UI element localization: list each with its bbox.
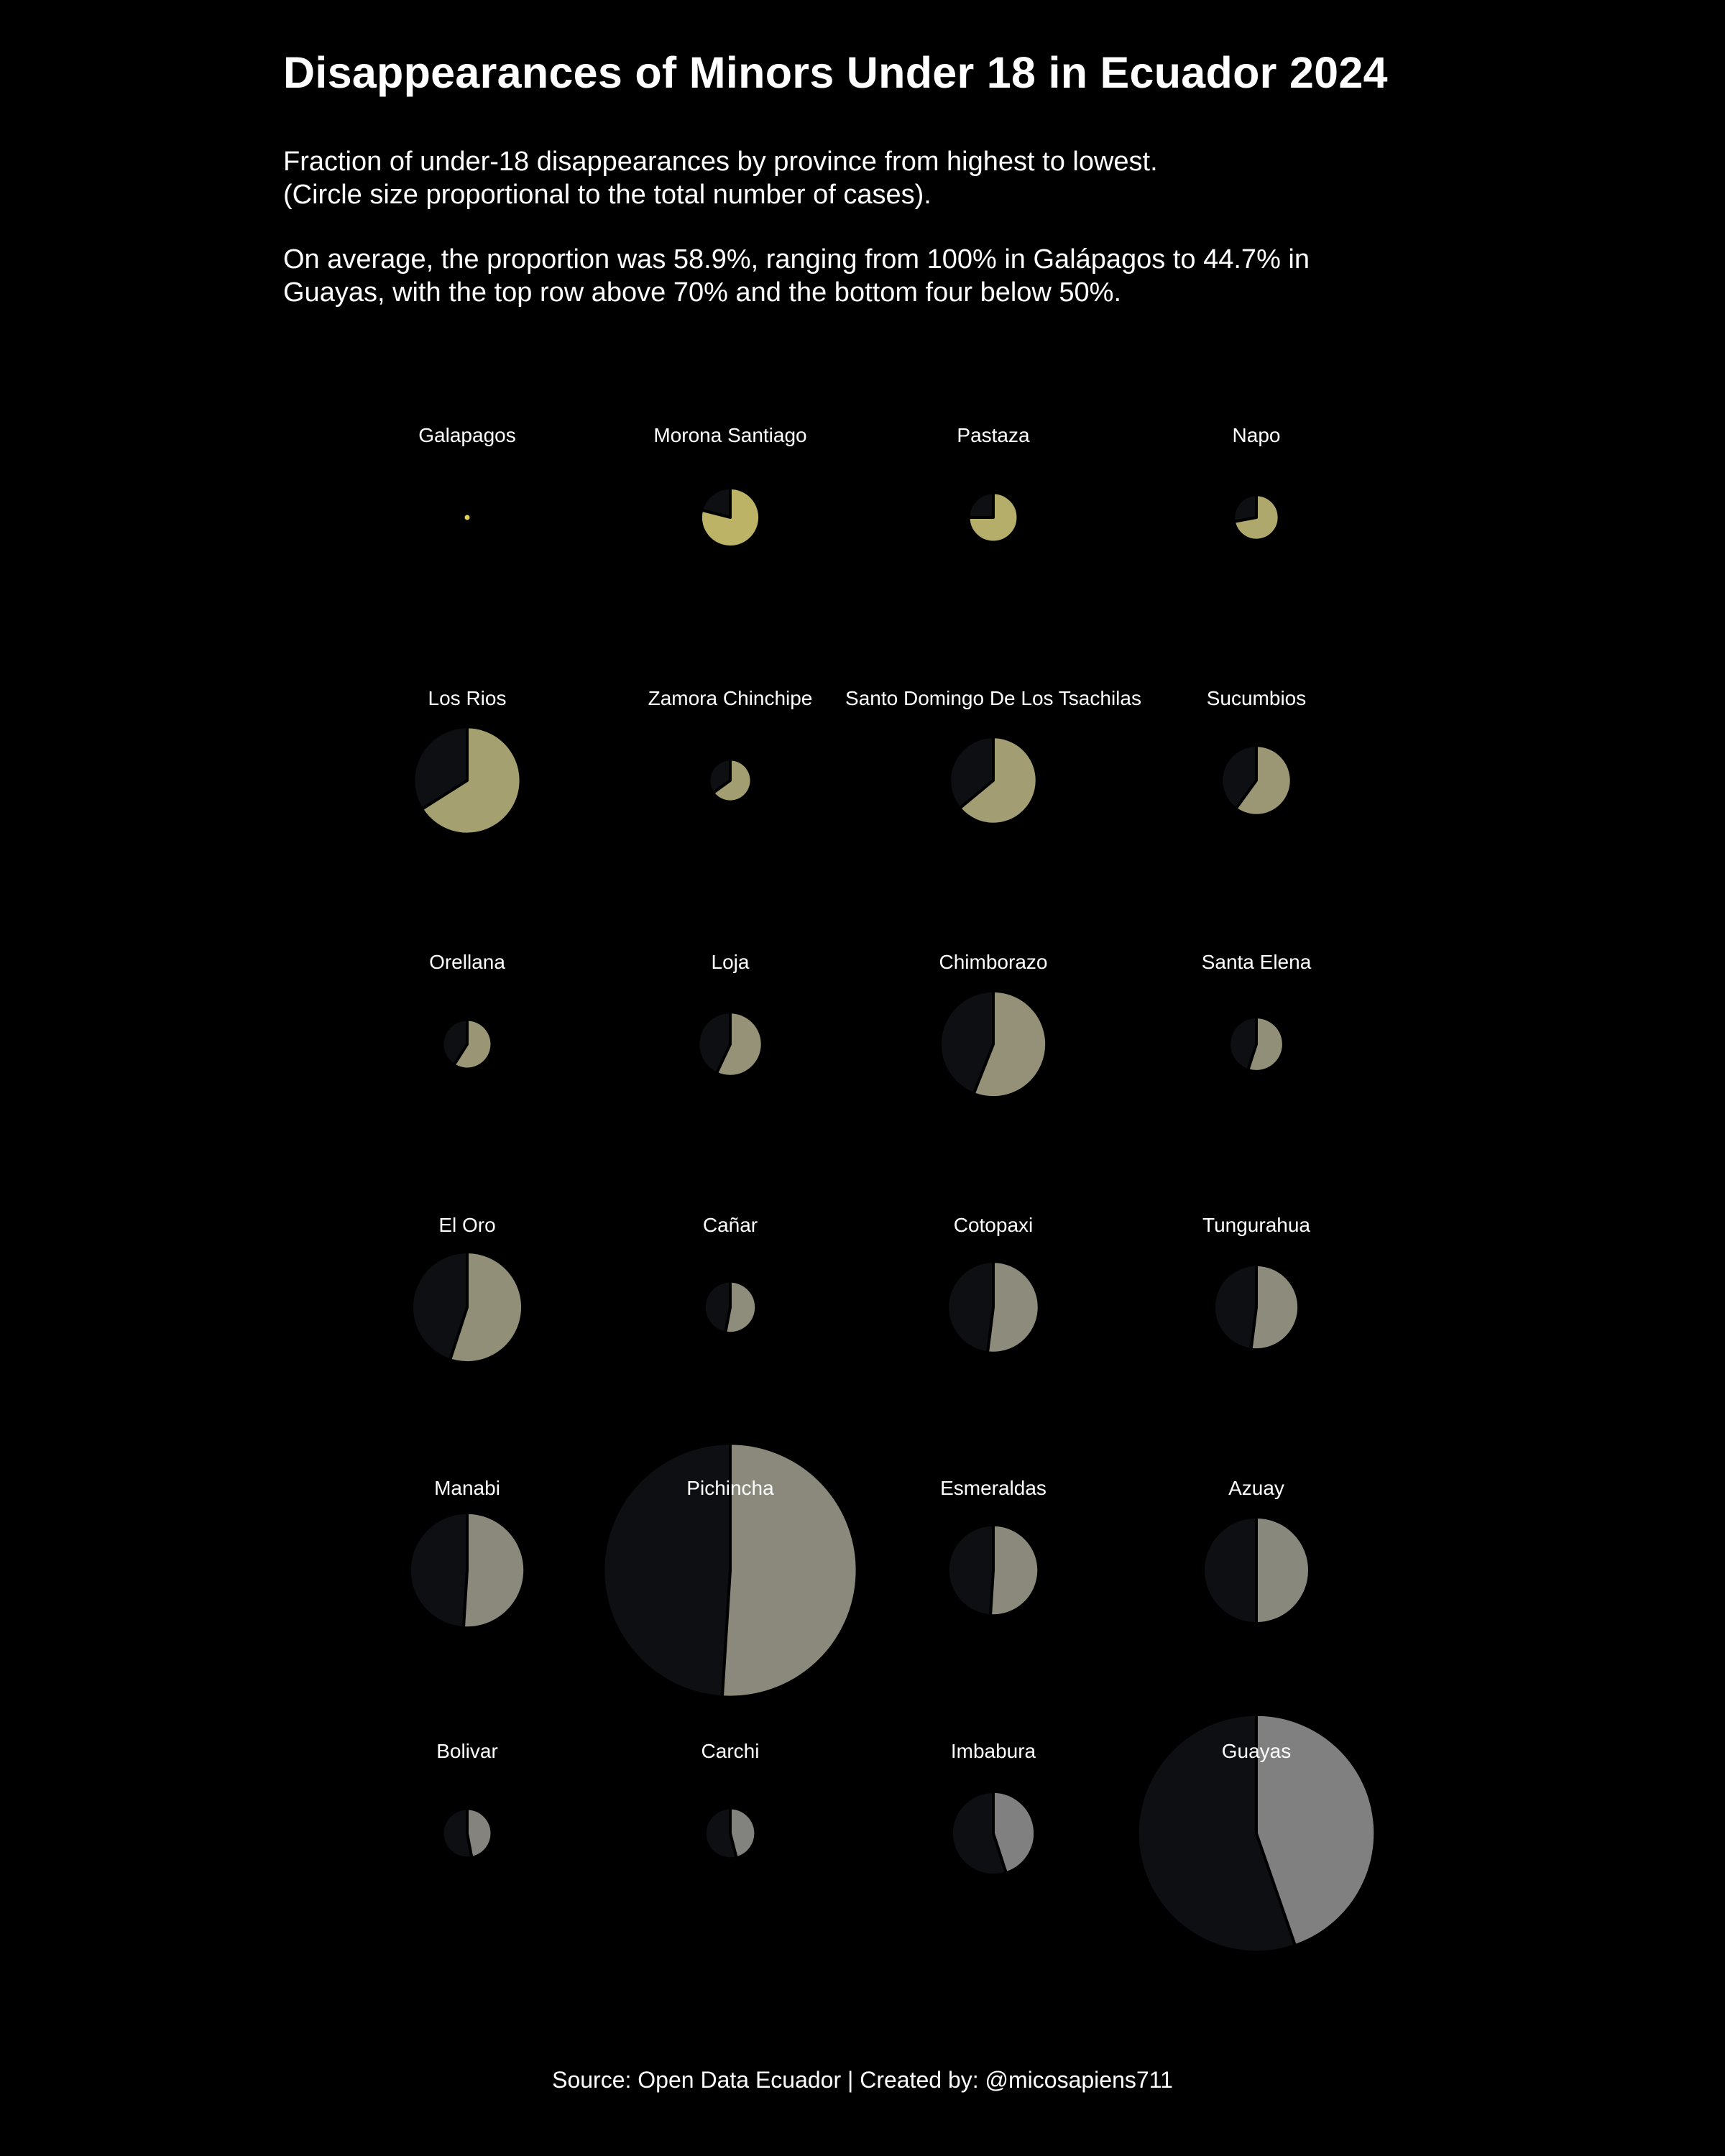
pie-slice-remainder <box>602 1442 732 1699</box>
pie-slice-minors <box>986 1260 1041 1355</box>
pie-slice-minors <box>452 1018 494 1071</box>
pie-los-rios <box>412 725 523 836</box>
pie-loja <box>696 1010 764 1078</box>
pie-slice-minors <box>989 1523 1041 1618</box>
pie-label-cotopaxi: Cotopaxi <box>954 1214 1034 1236</box>
pie-label-sucumbios: Sucumbios <box>1207 687 1307 709</box>
pie-label-pichincha: Pichincha <box>686 1477 774 1499</box>
pie-label-carchi: Carchi <box>702 1740 760 1762</box>
pie-label-esmeraldas: Esmeraldas <box>940 1477 1046 1499</box>
pie-slice-minors <box>972 989 1049 1100</box>
pie-guayas <box>1136 1713 1377 1954</box>
pie-slice-remainder <box>946 1260 995 1355</box>
pie-slice-minors <box>1249 1263 1301 1352</box>
pie-slice-remainder <box>700 486 732 519</box>
pie-slice-remainder <box>948 735 995 810</box>
pie-slice-remainder <box>938 989 995 1095</box>
pie-orellana <box>441 1018 494 1071</box>
pie-slice-minors <box>729 1806 758 1860</box>
pie-slice-minors <box>958 735 1039 826</box>
pie-slice-remainder <box>441 1807 474 1860</box>
pie-slice-minors <box>967 491 1020 544</box>
pie-pichincha <box>602 1442 859 1699</box>
pie-slice-remainder <box>1202 1515 1258 1626</box>
pie-slice-minors <box>461 1511 527 1630</box>
pie-slice-minors <box>420 725 523 836</box>
pie-esmeraldas <box>946 1523 1041 1618</box>
pie-label-chimborazo: Chimborazo <box>939 951 1048 973</box>
pie-morona-santiago <box>699 486 762 549</box>
pie-chimborazo <box>938 989 1049 1100</box>
pie-el-oro <box>410 1250 525 1365</box>
pie-slice-minors <box>992 1789 1037 1875</box>
pie-label-azuay: Azuay <box>1228 1477 1284 1499</box>
chart-subtitle-line-2: (Circle size proportional to the total n… <box>283 180 932 210</box>
label-layer: Galapagos Morona Santiago Pastaza Napo Los R… <box>418 424 1311 1762</box>
pie-tungurahua <box>1212 1263 1301 1352</box>
chart-subtitle-line-1: Fraction of under-18 disappearances by p… <box>283 147 1158 177</box>
pie-label-santa-elena: Santa Elena <box>1202 951 1312 973</box>
pie-slice-remainder <box>1212 1263 1258 1351</box>
pie-slice-minors <box>464 515 470 520</box>
pie-slice-minors <box>714 1010 764 1078</box>
pie-label-bolivar: Bolivar <box>436 1740 498 1762</box>
pie-slice-remainder <box>408 1511 469 1630</box>
pie-label-canar: Cañar <box>703 1214 758 1236</box>
pie-azuay <box>1202 1515 1311 1626</box>
pie-galapagos <box>464 515 470 520</box>
pie-slice-remainder <box>1228 1015 1258 1072</box>
pie-label-galapagos: Galapagos <box>418 424 515 446</box>
pie-zamora-chinchipe <box>707 757 753 803</box>
pie-slice-remainder <box>707 757 732 795</box>
pie-layer <box>408 486 1377 1954</box>
pie-label-santo-domingo-de-los-tsachilas: Santo Domingo De Los Tsachilas <box>845 687 1141 709</box>
pie-slice-minors <box>448 1250 525 1365</box>
pie-slice-remainder <box>946 1523 995 1618</box>
pie-label-imbabura: Imbabura <box>951 1740 1036 1762</box>
pie-slice-minors <box>1234 744 1293 817</box>
pie-canar <box>702 1279 758 1335</box>
pie-slice-remainder <box>967 491 995 519</box>
pie-label-loja: Loja <box>712 951 750 973</box>
pie-slice-minors <box>1255 1713 1377 1948</box>
pie-santa-elena <box>1228 1015 1285 1073</box>
pie-slice-minors <box>1255 1515 1311 1626</box>
pie-slice-minors <box>720 1442 859 1699</box>
pie-santo-domingo-de-los-tsachilas <box>948 735 1039 826</box>
chart-title: Disappearances of Minors Under 18 in Ecu… <box>283 48 1388 97</box>
pie-slice-minors <box>1246 1015 1285 1073</box>
pie-slice-minors <box>1232 493 1281 542</box>
pie-slice-remainder <box>703 1806 738 1861</box>
pie-pastaza <box>967 491 1020 544</box>
pie-slice-minors <box>724 1279 758 1335</box>
pie-cotopaxi <box>946 1260 1041 1355</box>
chart-description-line-2: Guayas, with the top row above 70% and t… <box>283 277 1122 308</box>
pie-label-manabi: Manabi <box>434 1477 500 1499</box>
chart-description-line-1: On average, the proportion was 58.9%, ra… <box>283 244 1310 275</box>
pie-slice-minors <box>466 1807 494 1859</box>
pie-label-zamora-chinchipe: Zamora Chinchipe <box>648 687 813 709</box>
pie-label-el-oro: El Oro <box>438 1214 495 1236</box>
pie-label-los-rios: Los Rios <box>428 687 507 709</box>
pie-sucumbios <box>1220 744 1293 817</box>
pie-bolivar <box>441 1807 494 1860</box>
pie-label-tungurahua: Tungurahua <box>1202 1214 1310 1236</box>
pie-napo <box>1232 493 1281 542</box>
pie-slice-remainder <box>1220 744 1258 811</box>
pie-label-pastaza: Pastaza <box>957 424 1030 446</box>
pie-slice-minors <box>712 757 753 803</box>
pie-manabi <box>408 1511 527 1630</box>
pie-slice-remainder <box>1232 493 1258 523</box>
pie-imbabura <box>949 1789 1037 1877</box>
source-credit: Source: Open Data Ecuador | Created by: … <box>552 2067 1173 2093</box>
pie-label-napo: Napo <box>1233 424 1281 446</box>
pie-label-guayas: Guayas <box>1222 1740 1292 1762</box>
pie-slice-minors <box>699 486 762 549</box>
pie-label-orellana: Orellana <box>429 951 505 973</box>
pie-label-morona-santiago: Morona Santiago <box>653 424 806 446</box>
pie-slice-remainder <box>410 1250 469 1362</box>
pie-slice-remainder <box>702 1279 732 1335</box>
pie-carchi <box>703 1806 758 1861</box>
